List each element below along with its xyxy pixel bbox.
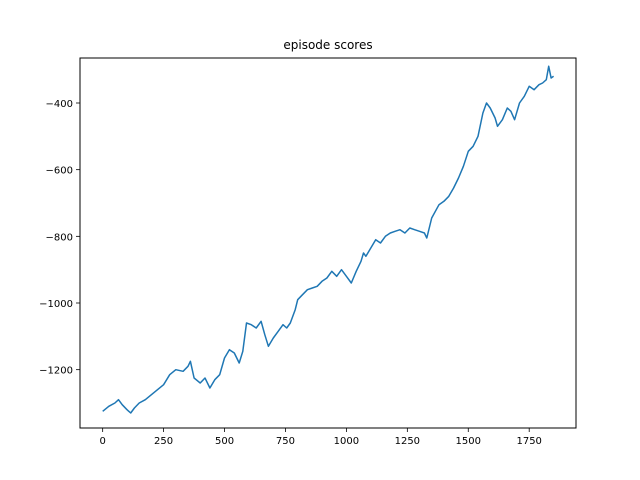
y-tick-label: −400 xyxy=(46,99,73,110)
x-tick-label: 1000 xyxy=(334,436,359,447)
x-tick-label: 1750 xyxy=(516,436,541,447)
episode-scores-line xyxy=(102,65,555,414)
y-tick-label: −800 xyxy=(46,232,73,243)
x-tick-label: 250 xyxy=(154,436,173,447)
x-tick-label: 0 xyxy=(99,436,105,447)
x-tick-label: 1500 xyxy=(456,436,481,447)
x-tick-label: 500 xyxy=(215,436,234,447)
x-tick-label: 750 xyxy=(276,436,295,447)
y-axis-ticks: −1200 −1000 −800 −600 −400 xyxy=(39,99,80,377)
y-tick-label: −600 xyxy=(46,166,73,177)
chart-title: episode scores xyxy=(283,38,372,52)
x-axis-ticks: 0 250 500 750 1000 1250 1500 1750 xyxy=(99,428,542,447)
plot-area-frame xyxy=(79,57,577,429)
x-tick-label: 1250 xyxy=(395,436,420,447)
y-tick-label: −1200 xyxy=(39,366,73,377)
y-tick-label: −1000 xyxy=(39,299,73,310)
